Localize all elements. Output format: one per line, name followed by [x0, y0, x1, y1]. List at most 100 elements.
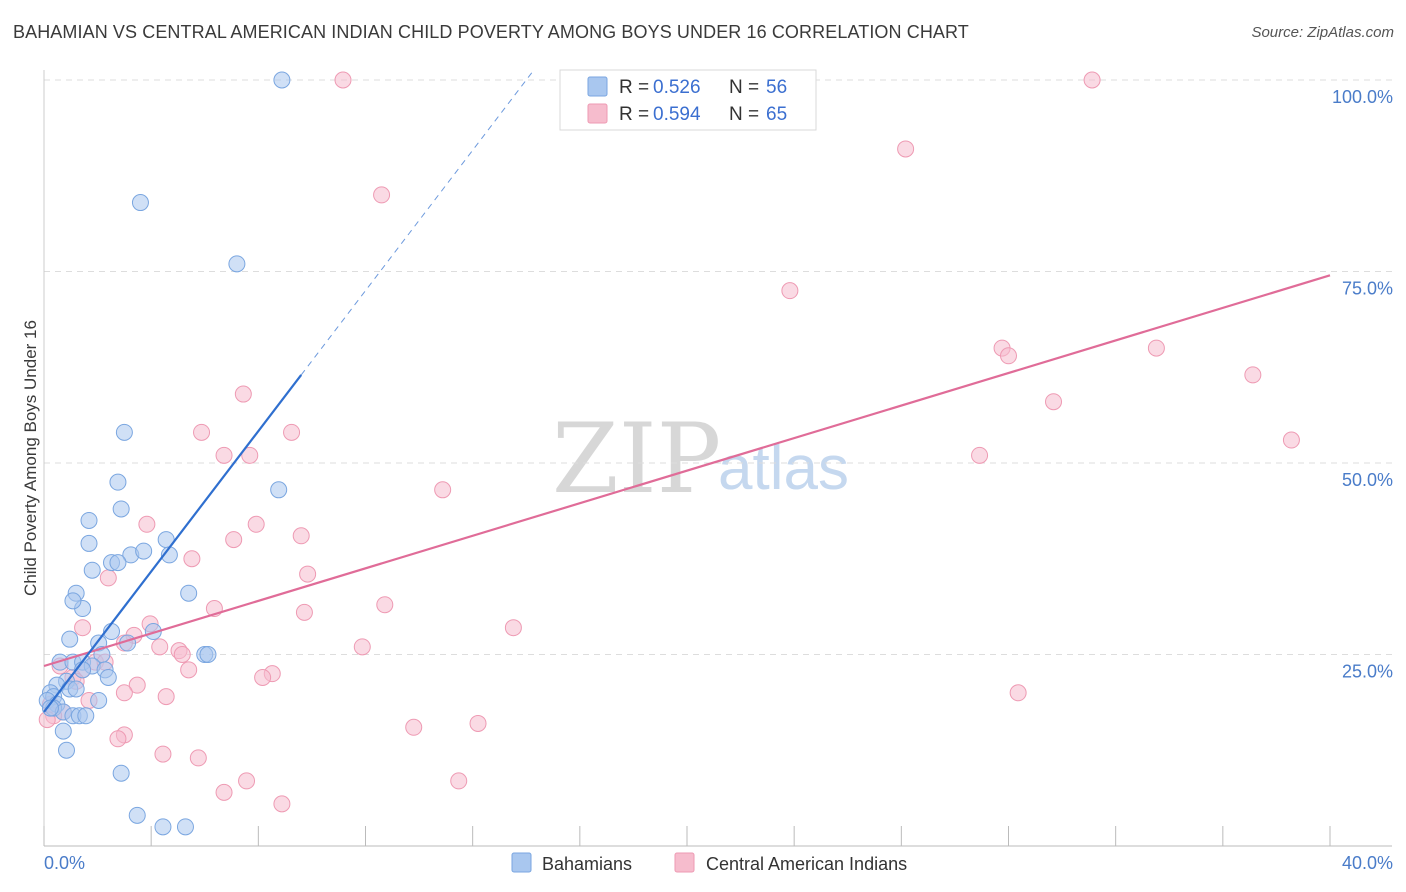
central-american-indians-point-13 — [193, 423, 211, 441]
central-american-indians-point-57 — [238, 772, 256, 790]
bahamians-point-14 — [83, 561, 101, 579]
central-american-indians-point-19 — [247, 515, 265, 533]
bahamians-point-1 — [131, 194, 149, 212]
y-tick-label-1: 50.0% — [1342, 470, 1393, 490]
bahamians-point-54 — [154, 818, 172, 836]
central-american-indians-point-60 — [273, 795, 291, 813]
bahamians-point-48 — [77, 707, 95, 725]
y-tick-label-0: 25.0% — [1342, 662, 1393, 682]
y-axis-label: Child Poverty Among Boys Under 16 — [21, 320, 40, 596]
central-american-indians-point-10 — [234, 385, 252, 403]
y-tick-label-2: 75.0% — [1342, 279, 1393, 299]
bahamians-point-38 — [67, 680, 85, 698]
legend-n-value-1: 65 — [766, 104, 787, 125]
chart-title: BAHAMIAN VS CENTRAL AMERICAN INDIAN CHIL… — [13, 22, 969, 42]
watermark-atlas: atlas — [718, 434, 849, 503]
bahamians-point-50 — [54, 722, 72, 740]
bahamians-point-27 — [199, 646, 217, 663]
central-american-indians-point-59 — [215, 783, 233, 801]
central-american-indians-point-17 — [434, 481, 452, 499]
trend-line-bahamians-extension — [300, 71, 534, 376]
central-american-indians-point-52 — [469, 714, 487, 732]
bahamians-point-6 — [112, 500, 130, 518]
bahamians-point-53 — [128, 806, 146, 824]
bahamians-point-34 — [99, 668, 117, 686]
trend-line-central-american-indians — [43, 274, 1331, 668]
central-american-indians-point-5 — [1244, 366, 1262, 384]
legend-r-value-1: 0.594 — [653, 104, 701, 125]
central-american-indians-point-0 — [334, 71, 352, 89]
central-american-indians-point-6 — [1147, 339, 1165, 357]
central-american-indians-point-3 — [373, 186, 391, 204]
central-american-indians-point-22 — [183, 550, 201, 568]
central-american-indians-point-30 — [74, 619, 92, 637]
central-american-indians-point-31 — [151, 638, 169, 656]
central-american-indians-point-16 — [241, 446, 259, 464]
bahamians-point-7 — [80, 511, 98, 529]
bahamians-point-8 — [80, 534, 98, 552]
watermark-zip: ZIP — [552, 403, 721, 515]
central-american-indians-point-36 — [173, 646, 191, 663]
bahamians-point-2 — [228, 255, 246, 273]
central-american-indians-point-55 — [154, 745, 172, 763]
central-american-indians-point-54 — [109, 730, 127, 748]
legend-r-value-0: 0.526 — [653, 77, 701, 98]
bahamians-point-51 — [58, 741, 76, 759]
central-american-indians-point-58 — [450, 772, 468, 790]
central-american-indians-point-51 — [405, 718, 423, 736]
central-american-indians-point-56 — [189, 749, 207, 767]
y-tick-label-3: 100.0% — [1332, 87, 1393, 107]
legend-r-label-0: R = — [619, 77, 649, 98]
bahamians-point-4 — [270, 481, 288, 499]
y-tick-labels: 25.0% 50.0% 75.0% 100.0% — [1332, 87, 1393, 682]
central-american-indians-point-21 — [225, 531, 243, 549]
x-tick-marks — [43, 826, 1331, 846]
central-american-indians-point-12 — [971, 446, 989, 464]
central-american-indians-point-18 — [138, 515, 156, 533]
central-american-indians-point-4 — [781, 282, 799, 300]
bottom-legend-swatch-bahamians — [511, 852, 532, 873]
central-american-indians-point-32 — [353, 638, 371, 656]
bahamians-point-5 — [109, 473, 127, 491]
central-american-indians-point-47 — [1009, 684, 1027, 702]
x-tick-label-min: 0.0% — [44, 853, 85, 873]
legend-swatch-central-american-indians — [587, 103, 608, 124]
central-american-indians-point-11 — [1282, 431, 1300, 449]
central-american-indians-point-40 — [180, 661, 198, 679]
bahamians-point-17 — [180, 584, 198, 602]
gridlines — [44, 79, 1392, 655]
bahamians-point-0 — [273, 71, 291, 89]
central-american-indians-point-14 — [283, 423, 301, 441]
central-american-indians-point-44 — [128, 676, 146, 694]
central-american-indians-point-25 — [376, 596, 394, 614]
legend-r-label-1: R = — [619, 104, 649, 125]
central-american-indians-point-27 — [295, 603, 313, 621]
bahamians-point-22 — [61, 630, 79, 648]
bahamians-point-49 — [41, 699, 59, 717]
central-american-indians-point-45 — [115, 684, 133, 702]
chart-source: Source: ZipAtlas.com — [1251, 24, 1394, 41]
central-american-indians-point-29 — [504, 619, 522, 637]
bottom-legend-swatch-central-american-indians — [674, 852, 695, 873]
bahamians-point-12 — [135, 542, 153, 560]
bahamians-point-3 — [115, 423, 133, 441]
legend-swatch-bahamians — [587, 76, 608, 97]
bahamians-point-55 — [176, 818, 194, 836]
trend-lines — [43, 71, 1331, 713]
central-american-indians-point-1 — [1083, 71, 1101, 89]
central-american-indians-point-2 — [897, 140, 915, 158]
legend-top: R = 0.526 N = 56 R = 0.594 N = 65 — [559, 69, 817, 131]
central-american-indians-point-24 — [99, 569, 117, 587]
central-american-indians-point-9 — [1045, 393, 1063, 411]
central-american-indians-point-15 — [215, 446, 233, 464]
bahamians-point-15 — [109, 554, 127, 572]
series-bahamians — [38, 71, 291, 836]
trend-line-bahamians — [43, 374, 303, 713]
legend-bottom: Bahamians Central American Indians — [511, 852, 907, 874]
bahamians-point-19 — [64, 592, 82, 610]
central-american-indians-point-42 — [254, 668, 272, 686]
watermark: ZIP atlas — [552, 403, 849, 515]
central-american-indians-point-8 — [1000, 347, 1017, 365]
bahamians-point-20 — [144, 623, 162, 641]
